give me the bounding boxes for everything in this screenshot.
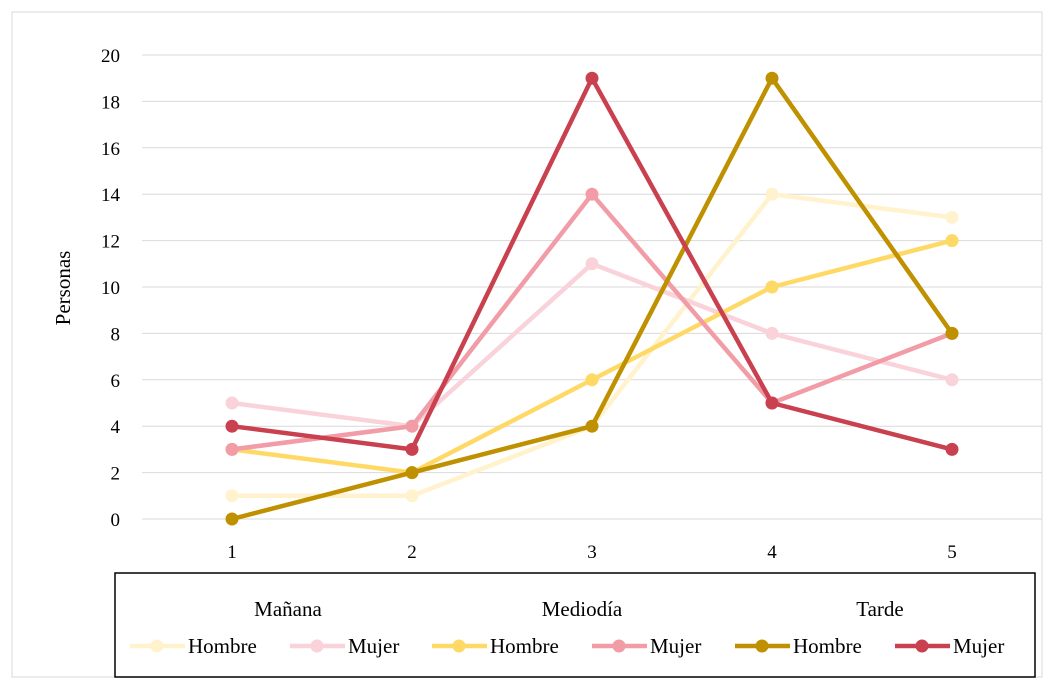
series-layer bbox=[225, 71, 959, 526]
y-tick-label: 14 bbox=[101, 185, 121, 206]
legend-entry: Hombre bbox=[130, 634, 257, 658]
data-point bbox=[945, 326, 959, 340]
data-point bbox=[225, 396, 239, 410]
legend-swatch-marker bbox=[310, 639, 324, 653]
x-axis-tick-labels: 1 2 3 4 5 bbox=[227, 542, 957, 563]
data-point bbox=[225, 512, 239, 526]
legend-label: Hombre bbox=[188, 634, 257, 658]
data-point bbox=[405, 466, 419, 480]
data-point bbox=[765, 396, 779, 410]
legend-entry: Mujer bbox=[290, 634, 399, 658]
legend-entry: Hombre bbox=[735, 634, 862, 658]
legend: Mañana Mediodía Tarde Hombre Mujer Hombre Muj… bbox=[114, 572, 1036, 678]
data-point bbox=[405, 419, 419, 433]
data-point bbox=[405, 442, 419, 456]
legend-swatch-marker bbox=[755, 639, 769, 653]
legend-label: Mujer bbox=[348, 634, 399, 658]
data-point bbox=[765, 280, 779, 294]
x-tick-label: 5 bbox=[947, 542, 957, 563]
legend-entry: Hombre bbox=[432, 634, 559, 658]
x-tick-label: 4 bbox=[767, 542, 777, 563]
legend-group-label: Mediodía bbox=[542, 597, 623, 621]
y-tick-label: 4 bbox=[111, 417, 121, 438]
legend-swatch-marker bbox=[452, 639, 466, 653]
data-point bbox=[585, 419, 599, 433]
y-axis-tick-labels: 0 2 4 6 8 10 12 14 16 18 20 bbox=[101, 46, 121, 531]
legend-entries: Hombre Mujer Hombre Mujer Hombre Mujer bbox=[130, 634, 1004, 658]
data-point bbox=[765, 187, 779, 201]
data-point bbox=[945, 210, 959, 224]
series-tarde-hombre bbox=[225, 71, 959, 526]
data-point bbox=[585, 257, 599, 271]
y-axis-title: Personas bbox=[51, 251, 75, 326]
legend-group-label: Tarde bbox=[856, 597, 904, 621]
legend-group-label: Mañana bbox=[254, 597, 322, 621]
y-tick-label: 20 bbox=[101, 46, 120, 67]
data-point bbox=[765, 71, 779, 85]
legend-swatch-marker bbox=[915, 639, 929, 653]
y-tick-label: 8 bbox=[111, 324, 121, 345]
y-tick-label: 2 bbox=[111, 464, 121, 485]
data-point bbox=[225, 489, 239, 503]
y-tick-label: 10 bbox=[101, 278, 120, 299]
data-point bbox=[945, 234, 959, 248]
y-tick-label: 18 bbox=[101, 92, 120, 113]
data-point bbox=[585, 71, 599, 85]
y-tick-label: 16 bbox=[101, 139, 120, 160]
series-tarde-mujer bbox=[225, 71, 959, 456]
legend-label: Hombre bbox=[793, 634, 862, 658]
gridlines bbox=[142, 54, 1042, 520]
legend-entry: Mujer bbox=[592, 634, 701, 658]
legend-box bbox=[114, 572, 1036, 678]
y-tick-label: 6 bbox=[111, 371, 121, 392]
legend-entry: Mujer bbox=[895, 634, 1004, 658]
legend-label: Mujer bbox=[650, 634, 701, 658]
data-point bbox=[585, 373, 599, 387]
x-tick-label: 1 bbox=[227, 542, 237, 563]
data-point bbox=[945, 442, 959, 456]
y-tick-label: 12 bbox=[101, 232, 120, 253]
legend-label: Hombre bbox=[490, 634, 559, 658]
legend-swatch-marker bbox=[150, 639, 164, 653]
x-tick-label: 3 bbox=[587, 542, 597, 563]
data-point bbox=[225, 419, 239, 433]
x-tick-label: 2 bbox=[407, 542, 417, 563]
data-point bbox=[585, 187, 599, 201]
legend-group-labels: Mañana Mediodía Tarde bbox=[254, 597, 904, 621]
data-point bbox=[225, 442, 239, 456]
chart-area-border bbox=[11, 11, 1043, 678]
data-point bbox=[765, 326, 779, 340]
data-point bbox=[405, 489, 419, 503]
data-point bbox=[945, 373, 959, 387]
legend-swatch-marker bbox=[612, 639, 626, 653]
legend-label: Mujer bbox=[953, 634, 1004, 658]
y-tick-label: 0 bbox=[111, 510, 121, 531]
